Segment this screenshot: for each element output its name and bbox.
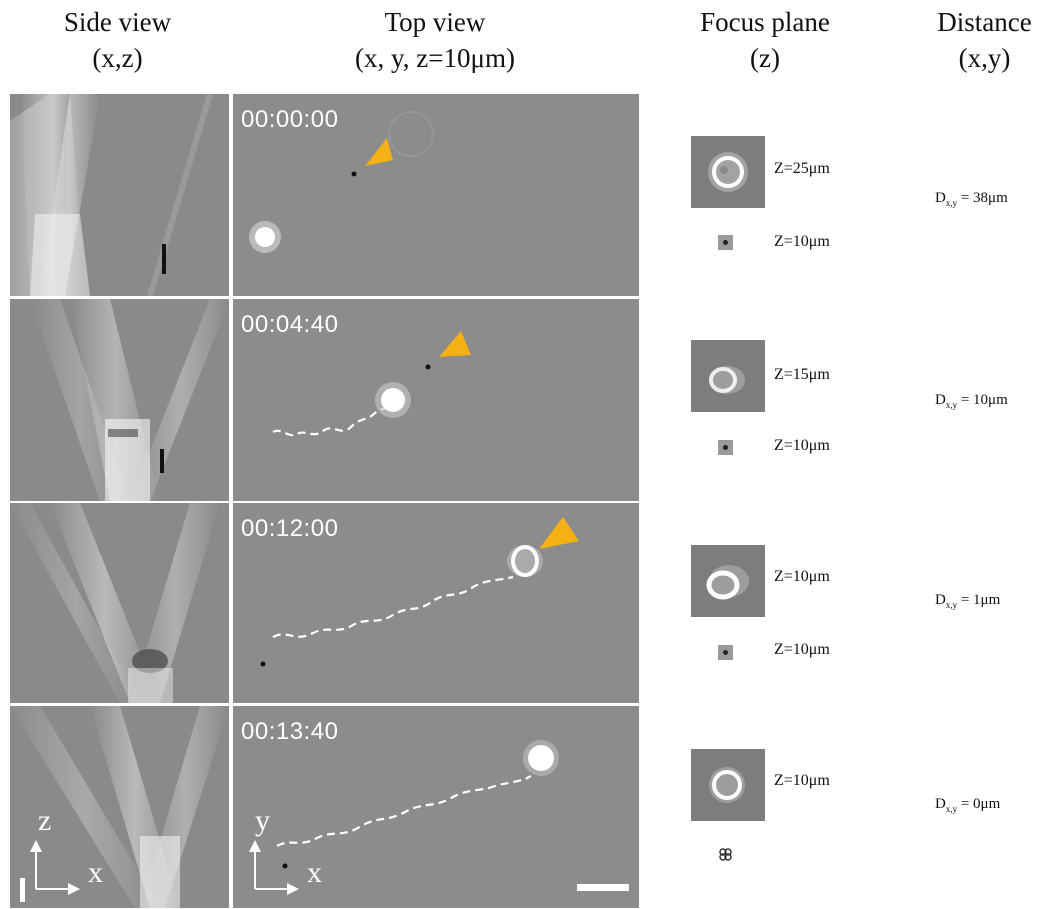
focus-z-bead: Z=10μm: [774, 233, 830, 250]
top-view-panel: 00:12:00: [233, 503, 639, 703]
track: [272, 404, 390, 437]
bead-thumbnail: [718, 645, 733, 660]
side-view-title: Side view: [63, 7, 172, 37]
timestamp: 00:00:00: [241, 106, 339, 133]
top-view-panel: 00:04:40: [233, 299, 639, 501]
track: [272, 575, 514, 639]
focus-z-bead: Z=10μm: [774, 641, 830, 658]
top-view-axes: (x, y, z=10μm): [355, 43, 515, 73]
focus-z-cell: Z=15μm: [774, 366, 830, 383]
scale-bar: [20, 878, 25, 902]
distance-axes: (x,y): [958, 43, 1011, 73]
side-view-panel: [10, 94, 229, 296]
side-view-panel: [10, 299, 229, 501]
x-axis-label: x: [307, 856, 322, 889]
bead: [351, 171, 357, 177]
focus-thumbnail: [691, 136, 765, 208]
focus-thumbnail: [691, 340, 765, 412]
top-view-image: [249, 111, 434, 253]
top-view-title: Top view: [384, 7, 486, 37]
top-view-panel: 00:00:00: [233, 94, 639, 296]
focus-z-cell: Z=10μm: [774, 568, 830, 585]
arrowhead-marker: [539, 517, 579, 549]
focus-plane-title: Focus plane: [700, 7, 830, 37]
bead-thumbnail: [718, 440, 733, 455]
side-view-image: [10, 94, 213, 296]
side-view-axes: (x,z): [92, 43, 143, 73]
distance-value: Dx,y = 0μm: [935, 796, 1001, 814]
side-view-panel: z x: [10, 706, 229, 908]
top-view-header: Top view (x, y, z=10μm): [232, 4, 638, 76]
distance-value: Dx,y = 1μm: [935, 592, 1001, 610]
arrowhead-marker: [365, 138, 393, 166]
track: [276, 775, 532, 847]
bead: [260, 661, 266, 667]
z-axis-label: z: [38, 804, 52, 837]
focus-z-cell: Z=25μm: [774, 160, 830, 177]
bead: [425, 364, 431, 370]
timestamp: 00:12:00: [241, 515, 339, 542]
side-view-header: Side view (x,z): [10, 4, 225, 76]
distance-value: Dx,y = 38μm: [935, 190, 1008, 208]
arrowhead-marker: [439, 331, 471, 357]
bead-thumbnail: [718, 235, 733, 250]
focus-thumbnail: [691, 545, 765, 617]
distance-title: Distance: [937, 7, 1032, 37]
timestamp: 00:04:40: [241, 311, 339, 338]
bead-absent-icon: [719, 848, 732, 861]
side-view-panel: [10, 503, 229, 703]
top-view-panel: 00:13:40 y x: [233, 706, 639, 908]
bead: [282, 863, 288, 869]
timestamp: 00:13:40: [241, 718, 339, 745]
focus-plane-header: Focus plane (z): [665, 4, 865, 76]
focus-z-bead: Z=10μm: [774, 437, 830, 454]
distance-value: Dx,y = 10μm: [935, 392, 1008, 410]
scale-bar: [577, 884, 629, 891]
focus-z-cell: Z=10μm: [774, 772, 830, 789]
x-axis-label: x: [88, 856, 103, 889]
focus-thumbnail: [691, 749, 765, 821]
distance-header: Distance (x,y): [912, 4, 1051, 76]
focus-plane-axes: (z): [750, 43, 780, 73]
y-axis-label: y: [255, 804, 270, 837]
